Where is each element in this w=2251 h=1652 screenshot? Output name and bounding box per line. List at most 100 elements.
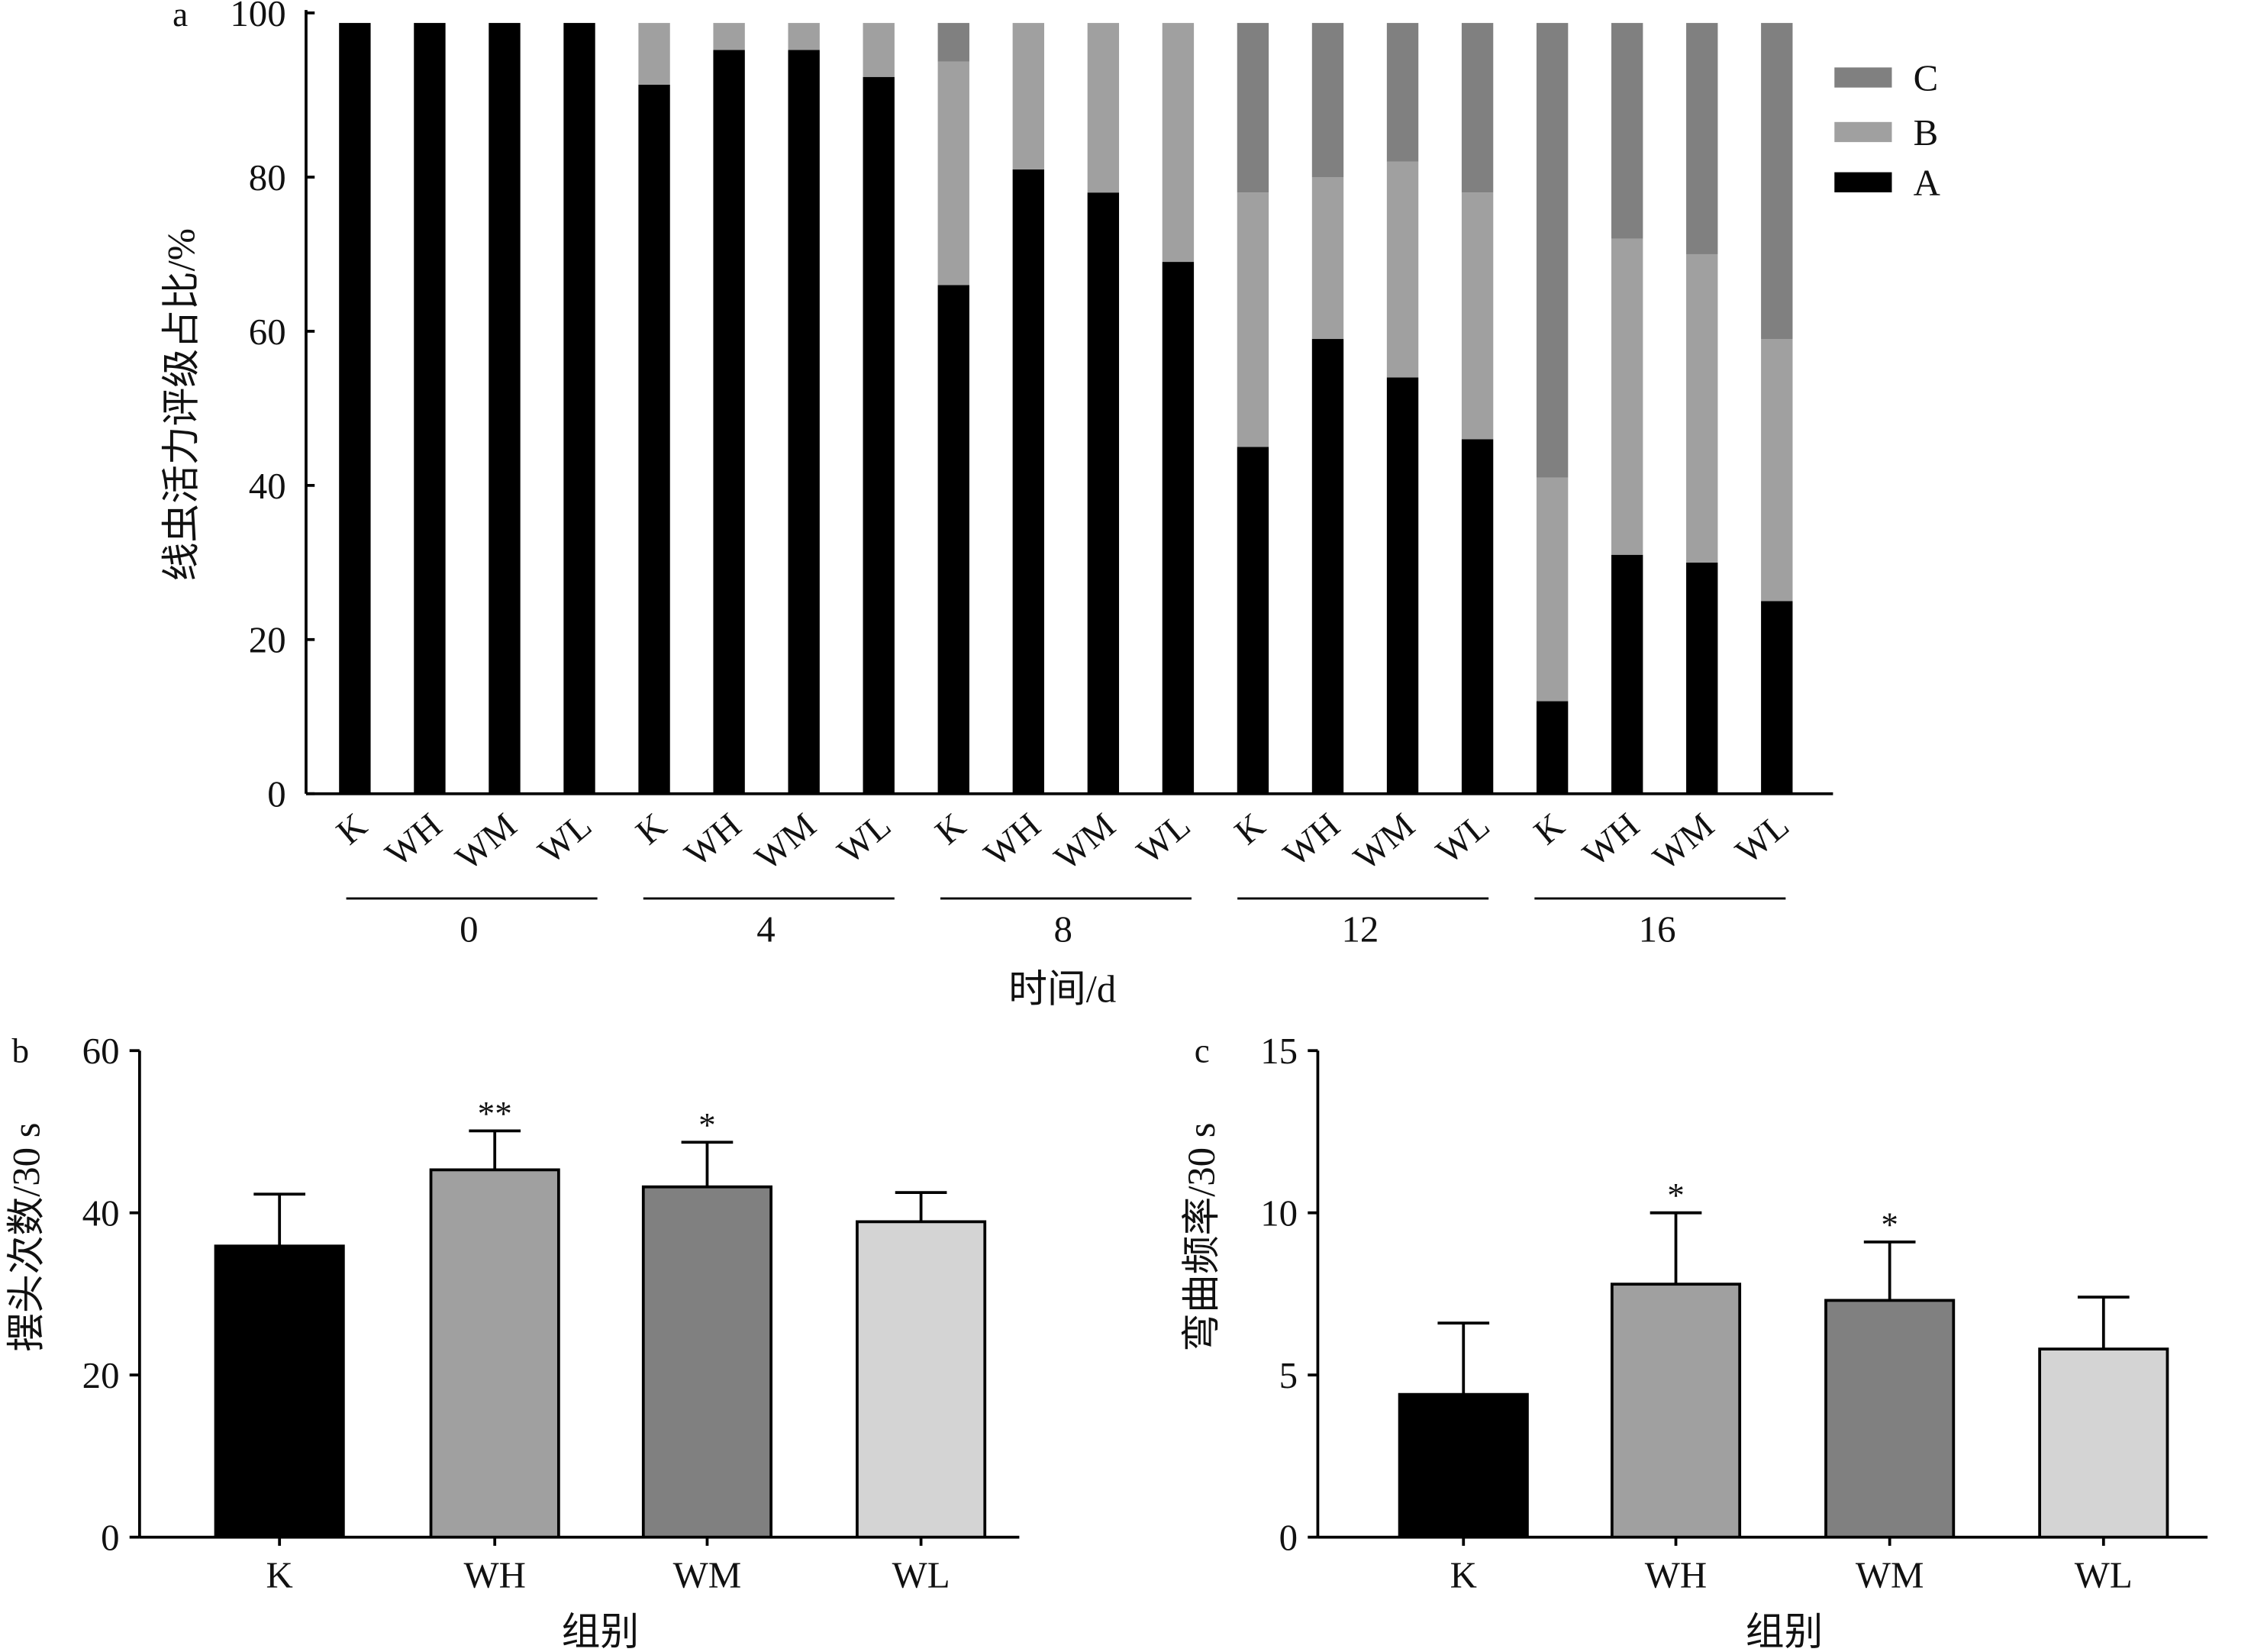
- y-tick-label-b: 60: [82, 1030, 120, 1072]
- x-tick-label-b: WM: [673, 1554, 742, 1596]
- bar-WL: [856, 1220, 987, 1539]
- bar-WM: [1824, 1299, 1956, 1539]
- bar-segment-B-day16-WL: [1761, 339, 1793, 602]
- bar-WL: [2038, 1347, 2169, 1539]
- bar-segment-C-day8-K: [937, 23, 969, 62]
- x-tick-label-b: K: [266, 1554, 293, 1596]
- bar-segment-A-day0-WH: [414, 23, 446, 794]
- bar-segment-B-day8-WL: [1162, 23, 1195, 263]
- bar-segment-A-day4-WH: [713, 50, 745, 794]
- group-label: 12: [1341, 908, 1379, 950]
- bar-segment-B-day16-K: [1536, 477, 1569, 702]
- x-axis-label-b: 组别: [562, 1611, 640, 1652]
- x-tick-label-a: K: [329, 805, 374, 853]
- bar-segment-B-day8-WH: [1012, 23, 1044, 169]
- y-tick-label-c: 0: [1279, 1517, 1298, 1559]
- x-tick-label-b: WH: [463, 1554, 525, 1596]
- bar-segment-C-day16-WH: [1611, 23, 1643, 239]
- bar-segment-C-day16-WL: [1761, 23, 1793, 340]
- bar-segment-C-day12-WL: [1461, 23, 1494, 193]
- bar-segment-A-day12-WM: [1386, 377, 1419, 794]
- x-axis-label-c: 组别: [1746, 1611, 1824, 1652]
- x-axis-label-a: 时间/d: [1008, 967, 1116, 1010]
- x-tick-label-a: WM: [1047, 805, 1123, 878]
- bar-segment-B-day4-WH: [713, 23, 745, 50]
- x-tick-label-a: WH: [1575, 805, 1646, 874]
- x-tick-label-c: WH: [1645, 1554, 1707, 1596]
- x-tick-label-a: WH: [977, 805, 1048, 874]
- bar-segment-B-day16-WM: [1686, 253, 1718, 563]
- x-tick-label-a: WL: [531, 805, 598, 872]
- y-axis-label-b: 摆头次数/30 s: [5, 1123, 47, 1352]
- significance-mark-WM: *: [698, 1106, 716, 1144]
- x-tick-label-a: WM: [1646, 805, 1721, 878]
- x-tick-label-a: K: [629, 805, 674, 853]
- x-tick-label-c: K: [1450, 1554, 1477, 1596]
- bar-segment-A-day4-WM: [788, 50, 820, 794]
- y-tick-label-c: 5: [1279, 1354, 1298, 1396]
- bar-segment-C-day16-K: [1536, 23, 1569, 478]
- y-tick-label-b: 40: [82, 1192, 120, 1234]
- bar-segment-B-day4-WM: [788, 23, 820, 50]
- bar-segment-B-day16-WH: [1611, 238, 1643, 555]
- legend-swatch-B: [1834, 121, 1892, 143]
- group-label: 4: [756, 908, 775, 950]
- bar-K: [214, 1244, 345, 1539]
- bar-segment-A-day16-WL: [1761, 601, 1793, 794]
- bar-segment-A-day16-WM: [1686, 562, 1718, 794]
- significance-mark-WH: *: [1667, 1176, 1685, 1215]
- x-tick-label-a: K: [928, 805, 973, 853]
- bar-segment-A-day8-WL: [1162, 262, 1195, 794]
- bar-segment-C-day12-WH: [1311, 23, 1344, 178]
- bar-segment-A-day0-WL: [563, 23, 595, 794]
- y-tick-label-a: 100: [230, 0, 285, 34]
- x-tick-label-a: WH: [1276, 805, 1347, 874]
- bar-segment-B-day12-K: [1237, 192, 1269, 447]
- panel-label-a: a: [173, 0, 188, 34]
- y-tick-label-c: 10: [1260, 1192, 1298, 1234]
- bar-segment-C-day12-K: [1237, 23, 1269, 193]
- legend-label-A: A: [1914, 162, 1940, 204]
- x-tick-label-a: WH: [378, 805, 449, 874]
- x-tick-label-a: WL: [1130, 805, 1198, 872]
- bar-segment-C-day16-WM: [1686, 23, 1718, 254]
- legend-label-B: B: [1914, 111, 1939, 153]
- bar-segment-A-day8-K: [937, 285, 969, 794]
- significance-mark-WM: *: [1881, 1205, 1898, 1244]
- y-tick-label-a: 60: [249, 311, 286, 353]
- legend-label-C: C: [1914, 56, 1939, 98]
- bar-segment-A-day12-WH: [1311, 339, 1344, 794]
- legend-swatch-A: [1834, 172, 1892, 192]
- y-tick-label-b: 20: [82, 1354, 120, 1396]
- bar-K: [1398, 1392, 1529, 1539]
- legend-swatch-C: [1834, 67, 1892, 88]
- significance-mark-WH: **: [478, 1095, 512, 1133]
- bar-segment-A-day4-K: [638, 84, 670, 794]
- x-tick-label-b: WL: [892, 1554, 950, 1596]
- bar-WM: [641, 1185, 772, 1539]
- bar-segment-B-day4-WL: [863, 23, 895, 77]
- x-tick-label-a: WM: [448, 805, 524, 878]
- group-label: 0: [460, 908, 478, 950]
- group-label: 16: [1639, 908, 1676, 950]
- y-tick-label-a: 40: [249, 465, 286, 507]
- bar-segment-A-day16-K: [1536, 701, 1569, 794]
- bar-WH: [1610, 1283, 1742, 1539]
- x-tick-label-a: K: [1527, 805, 1572, 853]
- bar-segment-A-day8-WH: [1012, 169, 1044, 794]
- x-tick-label-a: WL: [1429, 805, 1497, 872]
- bar-segment-B-day12-WL: [1461, 192, 1494, 440]
- group-label: 8: [1053, 908, 1072, 950]
- x-tick-label-a: WM: [748, 805, 824, 878]
- x-tick-label-a: WL: [830, 805, 898, 872]
- bar-segment-A-day8-WM: [1087, 192, 1120, 794]
- x-tick-label-c: WM: [1856, 1554, 1924, 1596]
- bar-segment-A-day0-K: [339, 23, 371, 794]
- bar-segment-B-day12-WM: [1386, 161, 1419, 378]
- y-tick-label-a: 20: [249, 619, 286, 661]
- bar-WH: [429, 1168, 560, 1539]
- bar-segment-B-day12-WH: [1311, 177, 1344, 340]
- x-tick-label-a: WL: [1728, 805, 1796, 872]
- y-axis-label-a: 线虫活力评级占比/%: [160, 228, 202, 581]
